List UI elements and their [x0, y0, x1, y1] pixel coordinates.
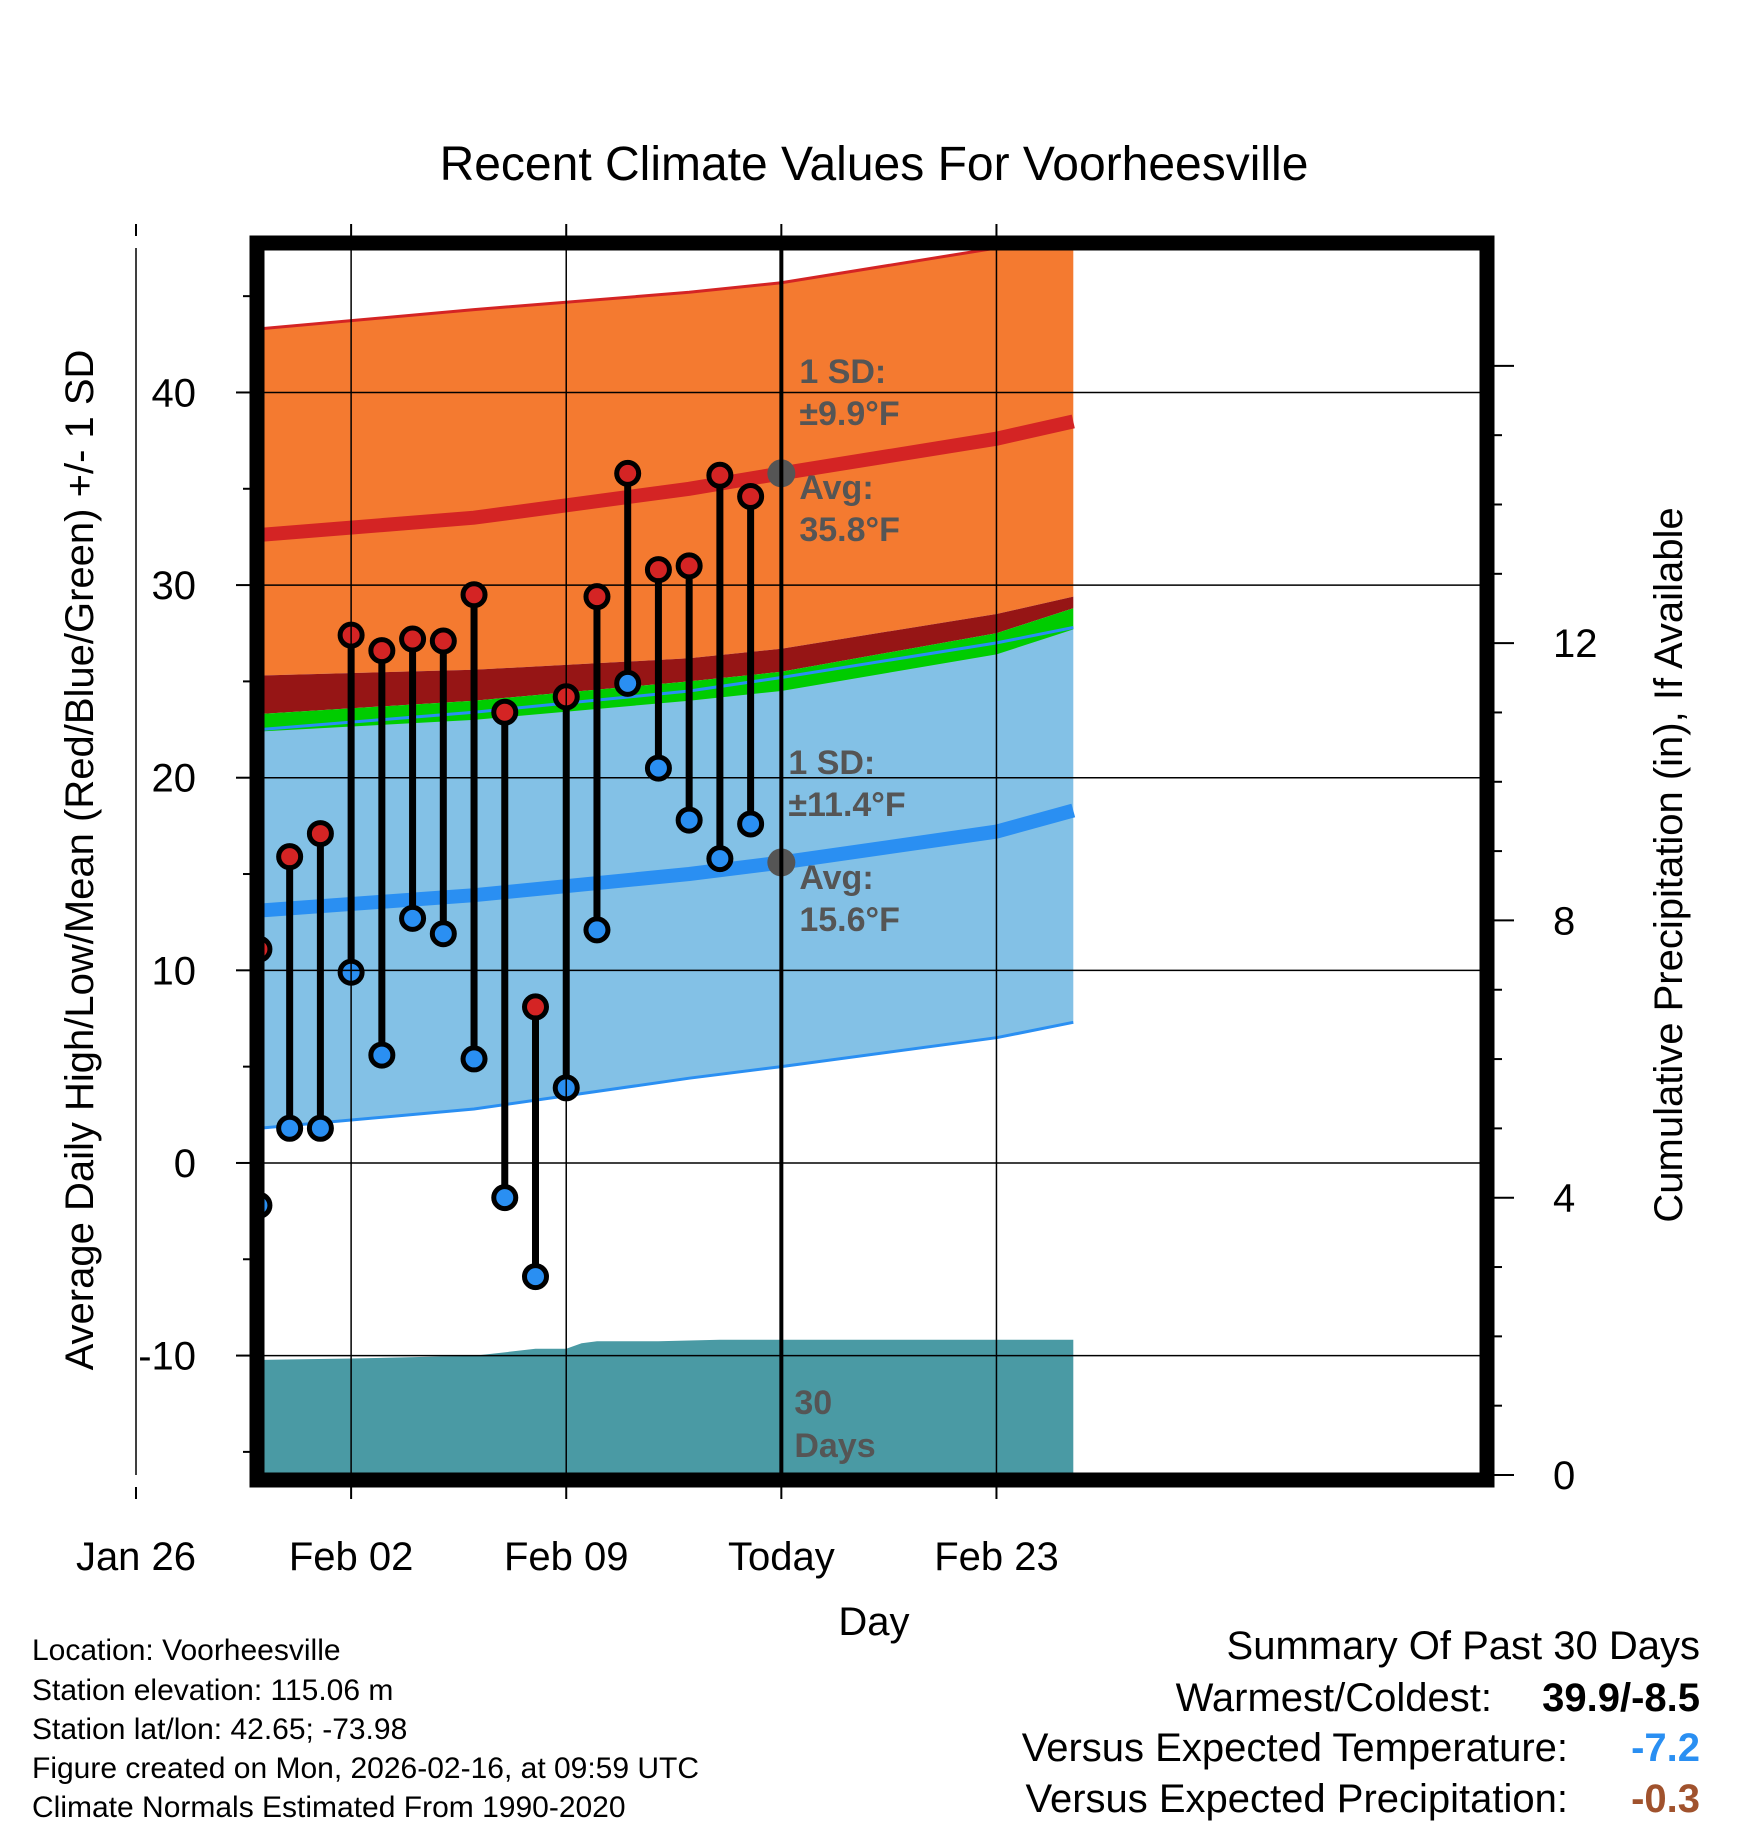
- low-upper-edge: [262, 626, 1074, 731]
- high-sd-value: ±9.9°F: [799, 395, 899, 433]
- y2-tick-label: 0: [1553, 1454, 1575, 1498]
- high-temp-point: [583, 583, 611, 611]
- chart-title: Recent Climate Values For Voorheesville: [440, 138, 1309, 191]
- summary-precip-value: -0.3: [1631, 1777, 1700, 1821]
- high-temp-point: [2, 383, 24, 405]
- high-temp-point: [491, 698, 519, 726]
- footer-latlon: Station lat/lon: 42.65; -73.98: [32, 1713, 408, 1746]
- x-tick-label: Feb 23: [934, 1535, 1059, 1579]
- high-upper-edge: [262, 248, 1017, 331]
- plot-frame: [249, 235, 1495, 1488]
- low-temp-point: [2, 713, 24, 735]
- footer-elevation: Station elevation: 115.06 m: [32, 1674, 394, 1707]
- high-temp-point: [33, 686, 55, 708]
- high-temp-point: [217, 767, 239, 789]
- high-temp-point: [306, 820, 334, 848]
- y2-axis-label: Cumulative Precipitation (in), If Availa…: [1647, 507, 1691, 1222]
- annotations: 1 SD: ±9.9°F Avg: 35.8°F 1 SD: ±11.4°F Avg: 15.…: [788, 353, 905, 1465]
- high-average-line: [262, 414, 1075, 542]
- low-temp-point: [33, 1036, 55, 1058]
- low-temp-point: [186, 1223, 208, 1245]
- high-temp-point: [706, 461, 734, 489]
- y-tick-label: 20: [152, 757, 197, 801]
- precipitation-area: [262, 1339, 1074, 1475]
- high-temp-point: [644, 556, 672, 584]
- y-tick-label: 0: [174, 1142, 196, 1186]
- days-word-label: Days: [794, 1427, 875, 1465]
- low-temp-point: [675, 806, 703, 834]
- high-temp-point: [675, 552, 703, 580]
- high-sd-label: 1 SD:: [799, 353, 886, 391]
- low-average-line: [262, 803, 1076, 918]
- low-lower-edge: [262, 1020, 1074, 1130]
- mean-band: [262, 608, 1074, 732]
- high-temp-point: [429, 627, 457, 655]
- footer-location: Location: Voorheesville: [32, 1634, 341, 1667]
- low-temp-point: [276, 1114, 304, 1142]
- low-avg-label: Avg:: [799, 859, 873, 897]
- grid: [135, 248, 1482, 1475]
- y2-tick-label: 8: [1553, 899, 1575, 943]
- summary-warm-cold-value: 39.9/-8.5: [1542, 1676, 1700, 1720]
- x-tick-label: Today: [728, 1535, 835, 1579]
- high-temp-point: [460, 581, 488, 609]
- y-axis-label: Average Daily High/Low/Mean (Red/Blue/Gr…: [58, 350, 102, 1371]
- high-temp-point: [368, 637, 396, 665]
- high-temp-point: [614, 459, 642, 487]
- high-avg-value: 35.8°F: [799, 511, 900, 549]
- footer-normals: Climate Normals Estimated From 1990-2020: [32, 1791, 626, 1824]
- x-axis-label: Day: [838, 1600, 909, 1644]
- low-temp-point: [217, 1079, 239, 1101]
- footer-created: Figure created on Mon, 2026-02-16, at 09…: [32, 1752, 700, 1785]
- low-temp-point: [522, 1263, 550, 1291]
- high-temp-point: [276, 843, 304, 871]
- x-tick-label: Feb 09: [504, 1535, 629, 1579]
- low-temp-point: [460, 1045, 488, 1073]
- x-tick-label: Jan 26: [76, 1535, 196, 1579]
- summary-temp-value: -7.2: [1631, 1726, 1700, 1770]
- low-sd-value: ±11.4°F: [788, 786, 905, 824]
- low-temp-point: [644, 754, 672, 782]
- high-temp-point: [522, 993, 550, 1021]
- y2-tick-label: 12: [1553, 622, 1598, 666]
- y-tick-label: 30: [152, 564, 197, 608]
- low-temp-point: [429, 920, 457, 948]
- y-tick-label: 10: [152, 949, 197, 993]
- low-sd-label: 1 SD:: [788, 744, 875, 782]
- low-temp-point: [737, 810, 765, 838]
- days-count-label: 30: [794, 1384, 832, 1422]
- low-temp-point: [368, 1041, 396, 1069]
- summary-warm-cold-label: Warmest/Coldest:: [1175, 1676, 1492, 1720]
- x-tick-label: Feb 02: [289, 1535, 414, 1579]
- y-tick-label: -10: [138, 1335, 196, 1379]
- summary-heading: Summary Of Past 30 Days: [1226, 1624, 1700, 1668]
- high-temp-point: [399, 625, 427, 653]
- low-temp-point: [614, 669, 642, 697]
- plot-area: [2, 248, 1076, 1475]
- high-sd-band: [262, 248, 1074, 676]
- high-temp-point: [737, 482, 765, 510]
- summary-temp-label: Versus Expected Temperature:: [1021, 1726, 1568, 1770]
- y2-tick-label: 4: [1553, 1177, 1575, 1221]
- high-avg-label: Avg:: [799, 469, 873, 507]
- low-temp-point: [706, 845, 734, 873]
- summary-precip-label: Versus Expected Precipitation:: [1025, 1777, 1568, 1821]
- y-tick-label: 40: [152, 371, 197, 415]
- low-avg-value: 15.6°F: [799, 901, 900, 939]
- low-temp-point: [399, 904, 427, 932]
- low-temp-point: [491, 1184, 519, 1212]
- low-temp-point: [306, 1114, 334, 1142]
- low-temp-point: [583, 916, 611, 944]
- high-lower-band: [262, 596, 1074, 714]
